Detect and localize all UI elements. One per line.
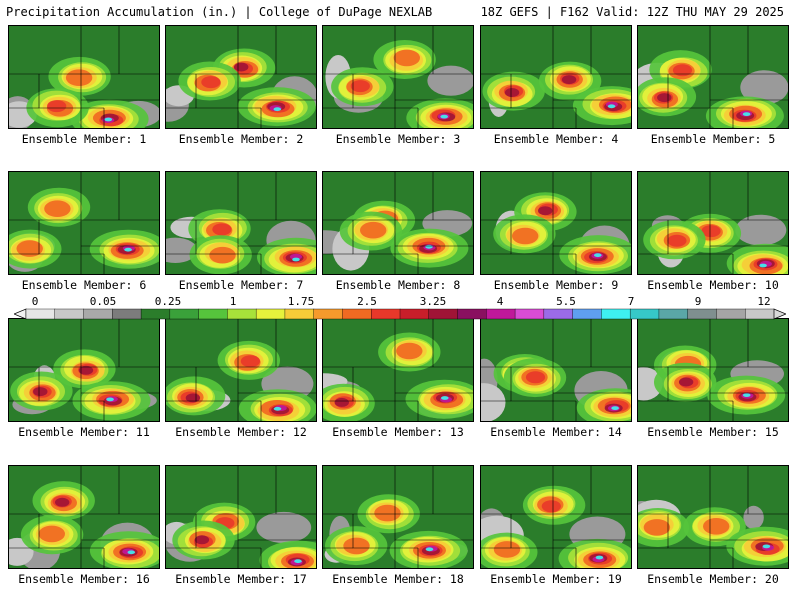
scale-min-arrow — [14, 308, 27, 320]
scale-swatch — [457, 308, 487, 320]
scale-swatch — [514, 308, 545, 320]
scale-tick-label: 0 — [31, 295, 39, 308]
scale-swatch — [169, 308, 200, 320]
ensemble-member-map-9 — [480, 171, 632, 275]
ensemble-member-label: Ensemble Member: 11 — [18, 425, 150, 439]
ensemble-member-map-18 — [322, 465, 474, 569]
ensemble-member-map-4 — [480, 25, 632, 129]
ensemble-member-label: Ensemble Member: 5 — [650, 132, 776, 146]
scale-max-arrow — [773, 308, 786, 320]
ensemble-member-label: Ensemble Member: 20 — [647, 572, 779, 586]
scale-swatch — [83, 308, 113, 320]
scale-swatch — [371, 308, 401, 320]
ensemble-member-map-3 — [322, 25, 474, 129]
ensemble-member-map-5 — [637, 25, 789, 129]
ensemble-member-label: Ensemble Member: 2 — [178, 132, 304, 146]
ensemble-member-label: Ensemble Member: 3 — [335, 132, 461, 146]
run-valid-time: 18Z GEFS | F162 Valid: 12Z THU MAY 29 20… — [480, 5, 784, 19]
scale-tick-label: 0.25 — [154, 295, 182, 308]
ensemble-member-map-1 — [8, 25, 160, 129]
ensemble-member-label: Ensemble Member: 16 — [18, 572, 150, 586]
scale-swatch — [428, 308, 459, 320]
ensemble-member-label: Ensemble Member: 12 — [175, 425, 307, 439]
scale-swatch — [227, 308, 257, 320]
product-title: Precipitation Accumulation (in.) | Colle… — [6, 5, 433, 19]
scale-swatch — [658, 308, 689, 320]
scale-tick-label: 0.05 — [89, 295, 117, 308]
scale-swatch — [25, 308, 56, 320]
scale-swatch — [572, 308, 602, 320]
ensemble-member-map-11 — [8, 318, 160, 422]
ensemble-member-label: Ensemble Member: 15 — [647, 425, 779, 439]
scale-swatch — [255, 308, 286, 320]
ensemble-member-map-17 — [165, 465, 317, 569]
scale-swatch — [54, 308, 85, 320]
scale-tick-label: 12 — [757, 295, 771, 308]
scale-swatch — [284, 308, 315, 320]
scale-swatch — [601, 308, 631, 320]
ensemble-member-map-8 — [322, 171, 474, 275]
ensemble-member-label: Ensemble Member: 4 — [493, 132, 619, 146]
ensemble-member-map-12 — [165, 318, 317, 422]
ensemble-member-label: Ensemble Member: 13 — [332, 425, 464, 439]
scale-tick-label: 1 — [229, 295, 237, 308]
ensemble-member-label: Ensemble Member: 6 — [21, 278, 147, 292]
scale-tick-label: 3.25 — [419, 295, 447, 308]
ensemble-member-label: Ensemble Member: 17 — [175, 572, 307, 586]
scale-swatch — [198, 308, 228, 320]
ensemble-member-label: Ensemble Member: 8 — [335, 278, 461, 292]
ensemble-member-label: Ensemble Member: 10 — [647, 278, 779, 292]
ensemble-member-map-13 — [322, 318, 474, 422]
ensemble-member-label: Ensemble Member: 7 — [178, 278, 304, 292]
scale-swatch — [399, 308, 430, 320]
ensemble-member-map-15 — [637, 318, 789, 422]
scale-swatch — [745, 308, 775, 320]
ensemble-member-label: Ensemble Member: 9 — [493, 278, 619, 292]
scale-tick-label: 7 — [627, 295, 635, 308]
ensemble-member-map-16 — [8, 465, 160, 569]
ensemble-member-label: Ensemble Member: 18 — [332, 572, 464, 586]
scale-swatch — [629, 308, 660, 320]
scale-swatch — [543, 308, 574, 320]
scale-swatch — [342, 308, 372, 320]
scale-swatch — [313, 308, 343, 320]
ensemble-member-map-10 — [637, 171, 789, 275]
scale-tick-label: 4 — [496, 295, 504, 308]
ensemble-member-label: Ensemble Member: 19 — [490, 572, 622, 586]
scale-swatch — [486, 308, 516, 320]
scale-swatch — [140, 308, 171, 320]
scale-tick-label: 9 — [694, 295, 702, 308]
ensemble-member-map-14 — [480, 318, 632, 422]
color-scale-bar — [14, 308, 786, 320]
ensemble-member-map-7 — [165, 171, 317, 275]
ensemble-member-map-19 — [480, 465, 632, 569]
scale-tick-label: 5.5 — [556, 295, 576, 308]
scale-tick-label: 2.5 — [357, 295, 377, 308]
ensemble-member-map-6 — [8, 171, 160, 275]
ensemble-member-label: Ensemble Member: 14 — [490, 425, 622, 439]
ensemble-member-map-2 — [165, 25, 317, 129]
scale-tick-label: 1.75 — [287, 295, 315, 308]
scale-swatch — [112, 308, 142, 320]
scale-swatch — [716, 308, 746, 320]
ensemble-member-map-20 — [637, 465, 789, 569]
scale-swatch — [687, 308, 717, 320]
ensemble-member-label: Ensemble Member: 1 — [21, 132, 147, 146]
